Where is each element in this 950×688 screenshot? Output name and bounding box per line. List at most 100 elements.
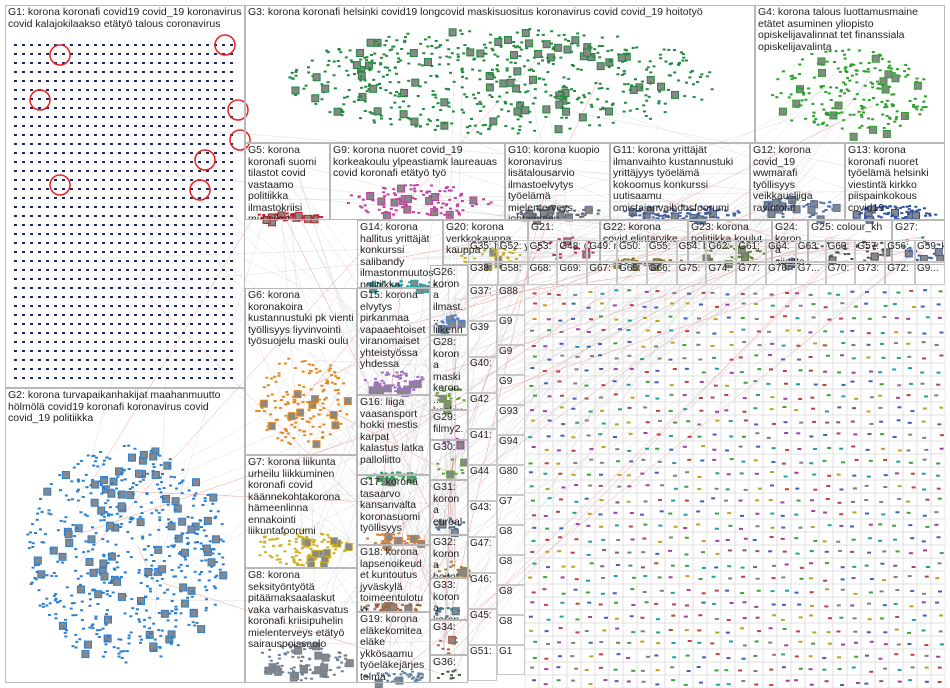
node <box>489 33 493 36</box>
node <box>782 207 786 210</box>
edge <box>279 179 455 517</box>
node <box>284 436 288 439</box>
node <box>134 278 137 280</box>
node <box>282 531 286 534</box>
node <box>571 473 576 476</box>
node <box>437 570 441 573</box>
node <box>54 206 57 208</box>
node <box>385 54 389 57</box>
node <box>714 367 719 370</box>
node <box>659 57 663 60</box>
cell <box>552 622 568 637</box>
node <box>460 254 464 257</box>
node <box>843 92 847 95</box>
node <box>287 357 291 360</box>
node <box>641 680 646 683</box>
node <box>74 555 78 558</box>
node <box>214 152 217 154</box>
node <box>114 543 118 546</box>
node <box>311 216 315 219</box>
node <box>230 269 233 271</box>
node <box>290 667 294 670</box>
node <box>444 87 448 90</box>
node <box>544 448 549 451</box>
node <box>325 381 329 384</box>
node <box>58 474 62 477</box>
node <box>70 134 73 136</box>
node <box>94 134 97 136</box>
node <box>406 538 410 541</box>
node <box>70 188 73 190</box>
node <box>122 445 126 448</box>
node <box>14 161 17 163</box>
node <box>170 610 174 613</box>
node <box>886 123 890 126</box>
node <box>62 323 65 325</box>
node <box>861 241 865 244</box>
node <box>159 655 163 658</box>
node <box>822 108 826 111</box>
node <box>206 134 209 136</box>
node <box>439 607 443 610</box>
node <box>301 529 305 532</box>
edge <box>450 244 850 638</box>
node <box>542 78 546 81</box>
node <box>102 242 105 244</box>
node <box>38 350 41 352</box>
node <box>22 332 25 334</box>
node <box>399 283 403 286</box>
node <box>410 677 414 680</box>
node <box>328 669 332 672</box>
node <box>627 485 632 488</box>
node <box>668 74 672 77</box>
node <box>102 368 105 370</box>
node <box>38 296 41 298</box>
node <box>166 89 169 91</box>
node <box>102 553 106 556</box>
node <box>378 533 382 536</box>
node <box>144 609 148 612</box>
node <box>105 529 109 532</box>
node <box>294 70 298 73</box>
node <box>167 522 176 531</box>
node <box>628 432 633 435</box>
node <box>174 359 177 361</box>
node <box>904 249 913 258</box>
node <box>142 377 145 379</box>
node <box>725 246 729 249</box>
node <box>203 497 207 500</box>
node <box>79 511 83 514</box>
node <box>896 68 900 71</box>
edge <box>148 144 447 430</box>
node <box>230 278 233 280</box>
node <box>366 604 370 607</box>
node <box>333 371 337 374</box>
node <box>174 537 178 540</box>
node <box>811 102 815 105</box>
node <box>22 233 25 235</box>
node <box>222 80 225 82</box>
node <box>175 487 179 490</box>
node <box>655 369 660 372</box>
node <box>102 260 105 262</box>
node <box>460 469 464 472</box>
node <box>557 655 562 658</box>
node <box>893 120 897 123</box>
node <box>473 257 477 260</box>
node <box>627 641 632 644</box>
node <box>22 341 25 343</box>
node <box>584 419 589 422</box>
cell <box>636 479 652 494</box>
node <box>603 616 608 619</box>
node <box>301 564 305 567</box>
node <box>110 98 113 100</box>
node <box>330 537 339 546</box>
node <box>186 596 190 599</box>
node <box>460 86 464 89</box>
node <box>434 394 438 397</box>
node <box>699 205 703 208</box>
node <box>389 282 393 285</box>
node <box>158 305 161 307</box>
node <box>54 377 57 379</box>
node <box>645 329 650 332</box>
